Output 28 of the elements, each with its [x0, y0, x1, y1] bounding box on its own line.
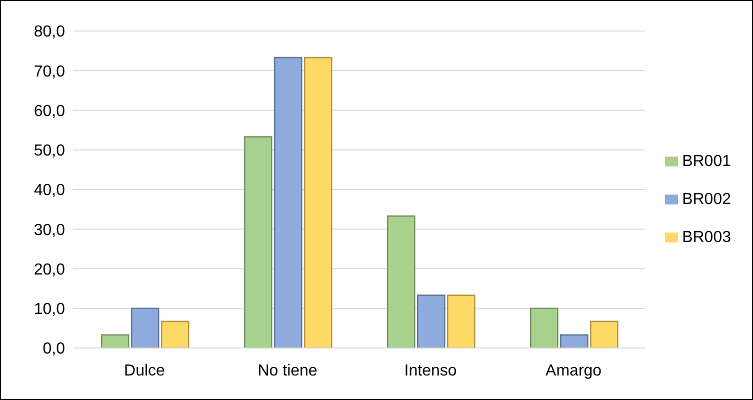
- bar: [530, 308, 558, 348]
- bar: [304, 56, 332, 348]
- bar: [100, 334, 130, 348]
- y-tick-label: 70,0: [34, 63, 66, 80]
- bar: [560, 334, 588, 348]
- bar: [160, 320, 190, 348]
- bar: [590, 320, 618, 348]
- bar: [386, 215, 416, 348]
- x-tick-label: Amargo: [546, 362, 602, 380]
- x-tick-label: No tiene: [258, 362, 318, 380]
- y-tick-label: 40,0: [34, 182, 66, 200]
- bar: [446, 294, 476, 348]
- bar: [244, 136, 272, 348]
- y-tick-label: 30,0: [34, 222, 66, 239]
- y-tick-label: 0,0: [42, 340, 66, 358]
- x-tick-label: Dulce: [124, 362, 166, 380]
- legend-label: BR002: [682, 190, 731, 208]
- y-tick-label: 20,0: [34, 261, 66, 278]
- bar: [416, 294, 446, 348]
- y-tick-label: 60,0: [34, 102, 66, 120]
- bar: [130, 308, 160, 348]
- x-tick-label: Intenso: [404, 362, 457, 380]
- bar: [274, 56, 302, 348]
- y-tick-label: 50,0: [34, 142, 66, 160]
- legend-label: BR001: [682, 152, 731, 170]
- legend-label: BR003: [682, 228, 731, 246]
- y-tick-label: 10,0: [34, 301, 66, 318]
- y-tick-label: 80,0: [34, 24, 66, 41]
